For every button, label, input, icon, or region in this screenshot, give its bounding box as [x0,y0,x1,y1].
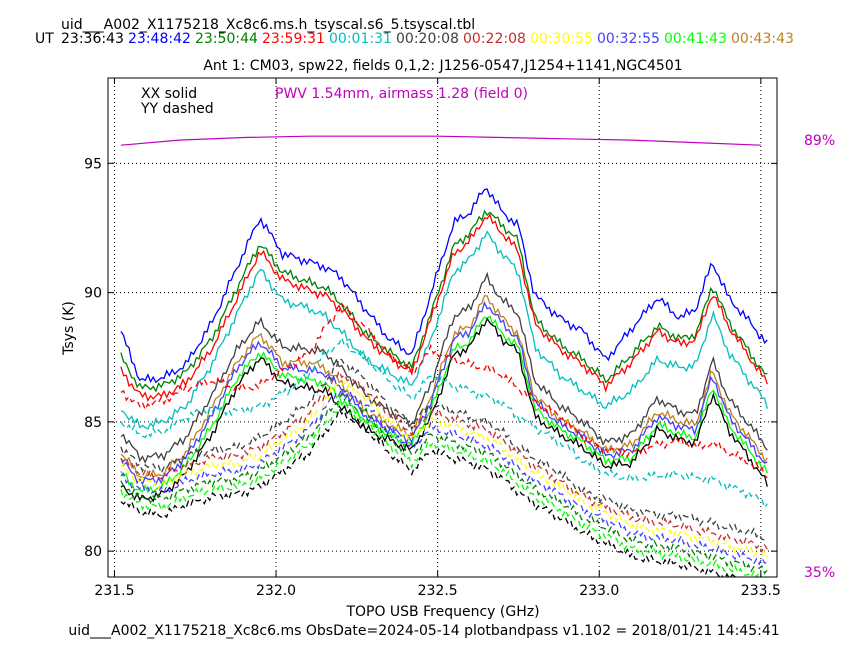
ut-time-0: 23:36:43 [61,31,124,47]
yy-series-line-14 [120,386,768,566]
legend-yy-dashed: YY dashed [140,101,214,117]
x-axis-label: TOPO USB Frequency (GHz) [345,604,539,620]
xx-series-line-4 [120,271,768,465]
xx-series-line-0 [120,188,768,384]
atmospheric-transmission-line [120,135,761,146]
ut-time-2: 23:50:44 [195,31,258,47]
xx-series-line-1 [120,209,768,393]
yy-series-line-11 [120,357,768,541]
plot-frame [107,77,778,578]
plot-area: 231.5 232.0 232.5 233.0 233.5 80 85 90 95 [84,77,781,599]
x-tick-label: 233.5 [741,583,781,599]
transmission-bottom-label: 35% [804,565,835,581]
series-group [120,135,768,577]
transmission-top-label: 89% [804,133,835,149]
ut-time-10: 00:43:43 [731,31,794,47]
yy-series-line-9 [120,302,768,479]
axis-ticks: 231.5 232.0 232.5 233.0 233.5 80 85 90 95 [84,78,781,599]
yy-series-line-17 [120,407,737,577]
ut-time-6: 00:22:08 [463,31,526,47]
footer-info: uid___A002_X1175218_Xc8c6.ms ObsDate=202… [68,623,779,639]
filename-title: uid___A002_X1175218_Xc8c6.ms.h_tsyscal.s… [61,17,475,33]
ut-time-8: 00:32:55 [597,31,660,47]
ut-time-9: 00:41:43 [664,31,727,47]
x-tick-label: 231.5 [94,583,134,599]
ut-label: UT [35,31,54,47]
yy-series-line-10 [120,335,768,510]
ut-time-5: 00:20:08 [396,31,459,47]
xx-series-line-2 [120,213,768,402]
y-tick-label: 85 [84,415,102,431]
xx-series-line-8 [120,317,768,503]
x-tick-label: 233.0 [579,583,619,599]
legend-xx-solid: XX solid [141,86,197,102]
yy-series-line-12 [120,369,768,554]
ut-time-1: 23:48:42 [128,31,191,47]
y-axis-label: Tsys (K) [61,301,77,356]
xx-series-line-6 [120,300,768,486]
x-tick-label: 232.5 [418,583,458,599]
chart-title: Ant 1: CM03, spw22, fields 0,1,2: J1256-… [203,58,682,74]
y-tick-label: 80 [84,544,102,560]
ut-time-4: 00:01:31 [329,31,392,47]
ut-time-7: 00:30:55 [530,31,593,47]
ut-time-list: 23:36:43 23:48:42 23:50:44 23:59:31 00:01:31… [61,31,794,47]
x-tick-label: 232.0 [256,583,296,599]
ut-time-3: 23:59:31 [262,31,325,47]
y-tick-label: 90 [84,286,102,302]
xx-series-line-7 [120,315,768,494]
yy-series-line-16 [120,402,762,577]
yy-series-line-13 [120,380,768,558]
xx-series-line-3 [120,230,768,430]
y-tick-label: 95 [84,156,102,172]
pwv-annotation: PWV 1.54mm, airmass 1.28 (field 0) [275,86,528,102]
